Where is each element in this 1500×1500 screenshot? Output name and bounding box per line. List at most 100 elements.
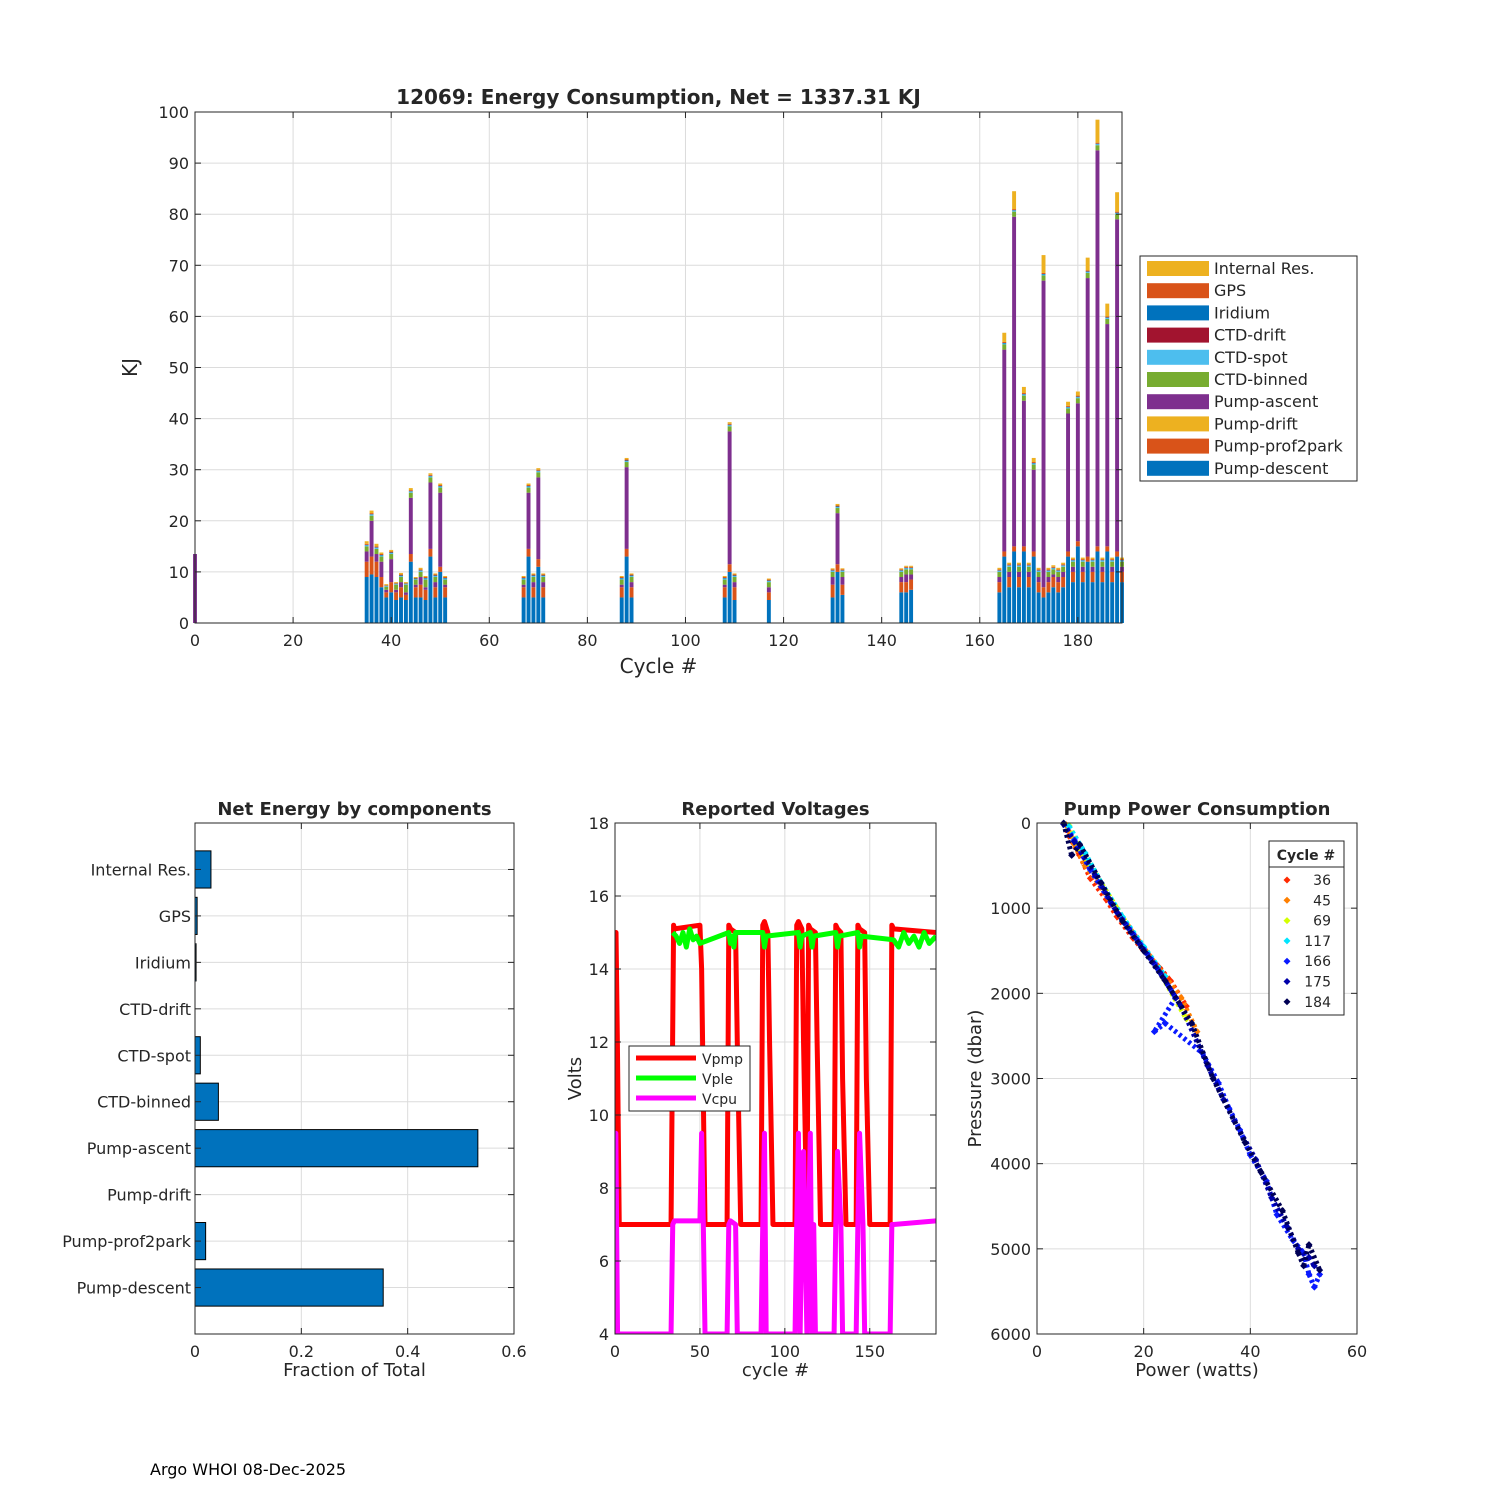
bar-cycle-69-ctd-spot <box>531 575 536 578</box>
bar-cycle-176-iridium <box>1056 570 1061 571</box>
bar-cycle-171-ctd-binned <box>1031 464 1036 470</box>
bar-cycle-130-pump-prof2park <box>830 584 835 598</box>
y-category-label: CTD-spot <box>117 1046 191 1065</box>
y-tick-label: 6000 <box>990 1325 1031 1344</box>
bar-cycle-110-gps <box>732 574 737 576</box>
y-tick-label: 6 <box>599 1252 609 1271</box>
chart-3-title: Pump Power Consumption <box>1064 799 1331 820</box>
bar-cycle-39-gps <box>384 585 389 586</box>
bar-cycle-51-ctd-spot <box>443 578 448 580</box>
bar-cycle-144-ctd-binned <box>899 571 904 578</box>
x-tick-label: 160 <box>964 631 995 650</box>
point-trail <box>1098 881 1125 923</box>
bar-cycle-187-gps <box>1110 559 1115 561</box>
bar-cycle-187-internal-res- <box>1110 557 1115 560</box>
point <box>1316 1266 1324 1274</box>
bar-cycle-67-pump-descent <box>521 597 526 623</box>
bar-cycle-184-pump-descent <box>1095 551 1100 623</box>
point-trail <box>1120 919 1146 953</box>
bar-cycle-187-pump-ascent <box>1110 566 1115 572</box>
bar-cycle-179-ctd-spot <box>1070 560 1075 562</box>
bar-cycle-169-pump-ascent <box>1021 400 1026 547</box>
bar-cycle-131-ctd-spot <box>835 507 840 509</box>
bar-cycle-186-ctd-spot <box>1105 317 1110 319</box>
bar-cycle-186-ctd-binned <box>1105 318 1110 325</box>
bar-cycle-67-ctd-binned <box>521 579 526 585</box>
bar-cycle-178-internal-res- <box>1066 401 1071 406</box>
bar-cycle-47-ctd-spot <box>423 578 428 580</box>
bar-cycle-165-gps <box>1002 341 1007 343</box>
legend-label: Vpmp <box>702 1052 743 1068</box>
bar-cycle-182-pump-ascent <box>1085 278 1090 557</box>
bar-cycle-178-gps <box>1066 405 1071 407</box>
bar-cycle-185-ctd-binned <box>1100 561 1105 567</box>
bar-cycle-174-ctd-spot <box>1046 570 1051 572</box>
bar-cycle-36-internal-res- <box>369 510 374 514</box>
bar-cycle-67-internal-res- <box>521 575 526 578</box>
bar-cycle-145-ctd-spot <box>904 568 909 570</box>
bar-cycle-42-pump-prof2park <box>399 587 403 598</box>
bar-cycle-49-pump-descent <box>433 597 438 623</box>
bar-cycle-144-pump-prof2park <box>899 582 904 593</box>
bar-cycle-47-pump-prof2park <box>423 589 428 601</box>
bar-cycle-69-iridium <box>531 575 536 576</box>
bar-cycle-89-pump-prof2park <box>629 587 634 598</box>
bar-cycle-167-iridium <box>1012 210 1017 211</box>
bar-cycle-173-iridium <box>1041 273 1046 275</box>
bar-cycle-173-gps <box>1041 272 1046 274</box>
y-tick-label: 5000 <box>990 1240 1031 1259</box>
bar-cycle-180-pump-ascent <box>1075 403 1080 542</box>
legend-title: Cycle # <box>1277 848 1336 864</box>
bar-cycle-36-ctd-binned <box>369 515 374 521</box>
bar-cycle-131-pump-prof2park <box>835 564 840 572</box>
legend-label: 36 <box>1313 873 1331 889</box>
bar-cycle-168-iridium <box>1017 565 1021 566</box>
y-category-label: Internal Res. <box>91 860 191 879</box>
bar-cycle-42-pump-descent <box>399 597 403 623</box>
bar-cycle-51-ctd-binned <box>443 579 448 585</box>
bar-cycle-186-pump-ascent <box>1105 324 1110 547</box>
bar-cycle-46-gps <box>418 569 423 571</box>
bar-cycle-47-ctd-binned <box>423 579 428 588</box>
bar-cycle-176-ctd-spot <box>1056 570 1061 572</box>
bar-cycle-117-ctd-binned <box>766 582 771 588</box>
bar-cycle-37-internal-res- <box>374 543 379 547</box>
chart-1-xlabel: Fraction of Total <box>283 1360 426 1381</box>
bar-cycle-168-pump-ascent <box>1017 571 1021 578</box>
legend-label: CTD-binned <box>1214 370 1308 389</box>
bar-cycle-38-pump-descent <box>379 587 384 623</box>
bar-cycle-178-ctd-binned <box>1066 408 1071 414</box>
bar-cycle-41-internal-res- <box>394 582 399 584</box>
bar-cycle-177-internal-res- <box>1061 562 1066 565</box>
bar-cycle-44-iridium <box>408 491 413 492</box>
bar-cycle-184-pump-ascent <box>1095 150 1100 547</box>
bar-cycle-182-ctd-spot <box>1085 271 1090 273</box>
bar-cycle-41-iridium <box>394 583 399 585</box>
chart-0-ylabel: KJ <box>118 358 142 377</box>
legend-marker <box>1283 957 1291 965</box>
chart-3-xlabel: Power (watts) <box>1135 1360 1258 1381</box>
bar-cycle-167-pump-descent <box>1012 551 1017 623</box>
bar-cycle-180-gps <box>1075 395 1080 397</box>
bar-cycle-68-iridium <box>526 486 531 487</box>
y-tick-label: 50 <box>169 359 189 378</box>
bar-cycle-70-iridium <box>536 470 541 472</box>
bar-cycle-71-gps <box>541 574 546 576</box>
bar-cycle-47-pump-ascent <box>423 587 428 590</box>
bar-cycle-51-internal-res- <box>443 575 448 578</box>
bar-cycle-87-pump-prof2park <box>619 587 624 598</box>
point-trail <box>1306 1273 1317 1289</box>
x-tick-label: 0 <box>1032 1342 1042 1361</box>
bar-cycle-69-ctd-binned <box>531 577 536 583</box>
chart-0-xlabel: Cycle # <box>620 654 698 678</box>
bar-cycle-109-pump-descent <box>727 571 732 623</box>
bar-cycle-174-pump-ascent <box>1046 577 1051 583</box>
bar-cycle-68-ctd-binned <box>526 487 531 493</box>
bar-cycle-166-gps <box>1007 564 1012 566</box>
bar-cycle-167-ctd-binned <box>1012 211 1017 217</box>
y-tick-label: 4 <box>599 1325 609 1344</box>
y-category-label: GPS <box>159 907 191 926</box>
bar-cycle-71-internal-res- <box>541 573 546 575</box>
bar-cycle-170-ctd-spot <box>1026 565 1031 567</box>
bar-cycle-164-ctd-binned <box>997 571 1002 578</box>
